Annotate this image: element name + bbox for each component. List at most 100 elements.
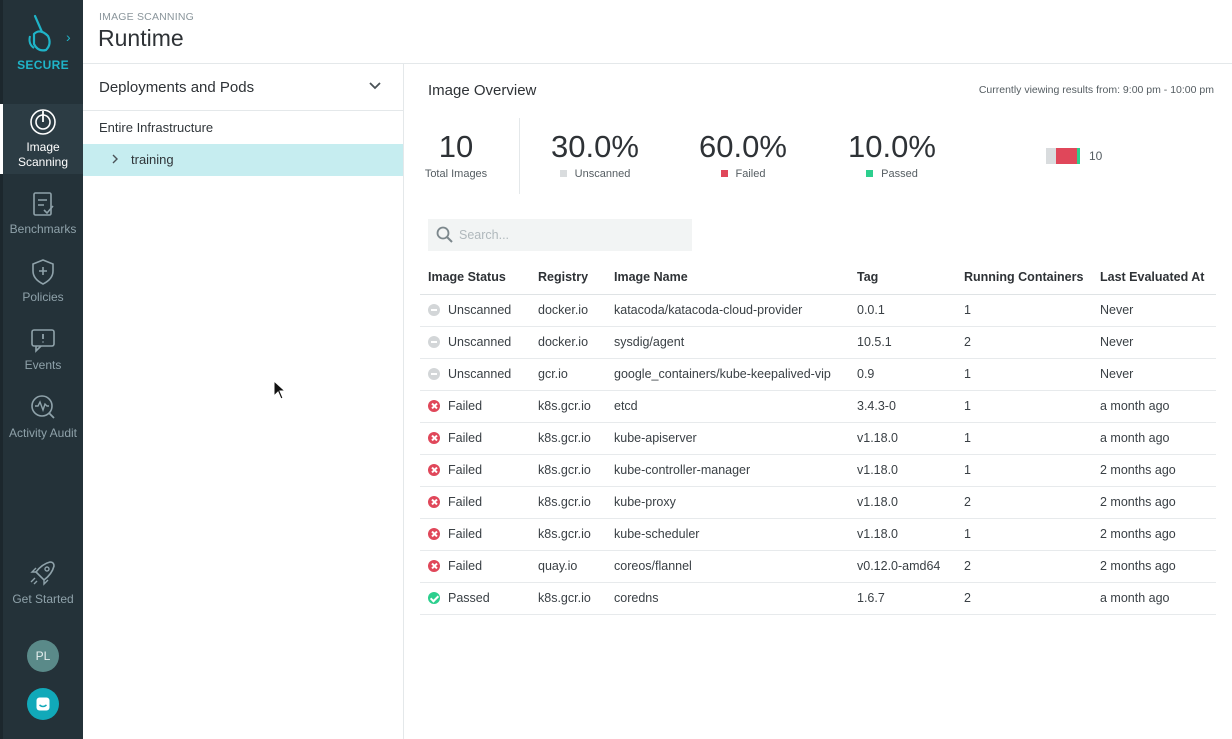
nav-item-benchmarks[interactable]: Benchmarks: [3, 190, 83, 237]
cell-last-evaluated-at: a month ago: [1092, 390, 1216, 423]
column-header-last-evaluated-at[interactable]: Last Evaluated At: [1092, 260, 1216, 295]
cell-registry: k8s.gcr.io: [530, 518, 606, 551]
unscanned-status-icon: [428, 368, 440, 380]
nav-item-activity-audit[interactable]: Activity Audit: [3, 394, 83, 441]
cell-image-status: Passed: [420, 582, 530, 615]
table-row[interactable]: Unscanned docker.io sysdig/agent 10.5.1 2 Nev…: [420, 326, 1216, 359]
cell-tag: v1.18.0: [849, 422, 956, 455]
table-row[interactable]: Failed k8s.gcr.io kube-scheduler v1.18.0 1 2 …: [420, 518, 1216, 551]
column-header-image-status[interactable]: Image Status: [420, 260, 530, 295]
nav-item-label: Activity Audit: [8, 426, 78, 440]
status-label: Unscanned: [448, 335, 512, 349]
nav-item-label: Policies: [22, 290, 64, 304]
cell-image-name[interactable]: kube-controller-manager: [606, 454, 849, 487]
status-label: Failed: [448, 527, 483, 541]
status-label: Failed: [448, 495, 483, 509]
cell-tag: 3.4.3-0: [849, 390, 956, 423]
cell-image-name[interactable]: google_containers/kube-keepalived-vip: [606, 358, 849, 391]
tree-node-label: training: [131, 152, 174, 167]
tree-root-entire-infrastructure[interactable]: Entire Infrastructure: [99, 120, 214, 135]
table-row[interactable]: Unscanned gcr.io google_containers/kube-ke…: [420, 358, 1216, 391]
table-header-row: Image Status Registry Image Name Tag Run…: [420, 260, 1216, 295]
failed-status-icon: [428, 400, 440, 412]
stat-label: Failed: [735, 168, 766, 180]
table-row[interactable]: Failed k8s.gcr.io etcd 3.4.3-0 1 a month ago: [420, 390, 1216, 423]
cell-image-status: Failed: [420, 518, 530, 551]
scope-selector-label: Deployments and Pods: [99, 79, 255, 96]
cell-image-name[interactable]: kube-proxy: [606, 486, 849, 519]
table-row[interactable]: Unscanned docker.io katacoda/katacoda-clou…: [420, 294, 1216, 327]
cell-image-status: Unscanned: [420, 358, 530, 391]
column-header-running-containers[interactable]: Running Containers: [956, 260, 1092, 295]
cell-registry: k8s.gcr.io: [530, 422, 606, 455]
passed-legend-swatch: [866, 170, 874, 177]
cell-image-name[interactable]: kube-scheduler: [606, 518, 849, 551]
nav-item-policies[interactable]: Policies: [3, 258, 83, 305]
cell-running-containers: 1: [956, 294, 1092, 327]
table-row[interactable]: Failed k8s.gcr.io kube-apiserver v1.18.0 1 a …: [420, 422, 1216, 455]
cell-running-containers: 1: [956, 390, 1092, 423]
breadcrumb[interactable]: IMAGE SCANNING: [99, 11, 194, 23]
cell-image-name[interactable]: coredns: [606, 582, 849, 615]
stat-label: Unscanned: [574, 168, 631, 180]
table-row[interactable]: Passed k8s.gcr.io coredns 1.6.7 2 a month ago: [420, 582, 1216, 615]
status-label: Unscanned: [448, 303, 512, 317]
column-header-image-name[interactable]: Image Name: [606, 260, 849, 295]
nav-item-events[interactable]: Events: [3, 326, 83, 373]
cell-image-name[interactable]: sysdig/agent: [606, 326, 849, 359]
benchmarks-icon: [33, 192, 54, 216]
rocket-icon: [30, 561, 55, 586]
cell-image-name[interactable]: coreos/flannel: [606, 550, 849, 583]
nav-item-image-scanning[interactable]: Image Scanning: [0, 104, 83, 174]
failed-status-icon: [428, 432, 440, 444]
stat-label: Passed: [881, 168, 918, 180]
cell-image-status: Unscanned: [420, 294, 530, 327]
search-box[interactable]: [428, 219, 692, 251]
search-input[interactable]: [459, 219, 687, 251]
table-row[interactable]: Failed k8s.gcr.io kube-controller-manager v…: [420, 454, 1216, 487]
chat-icon: [36, 697, 50, 711]
shovel-logo-icon: [28, 14, 51, 52]
table-row[interactable]: Failed quay.io coreos/flannel v0.12.0-amd64…: [420, 550, 1216, 583]
cell-tag: 0.9: [849, 358, 956, 391]
stat-value: 10.0%: [848, 129, 936, 164]
table-row[interactable]: Failed k8s.gcr.io kube-proxy v1.18.0 2 2 mont…: [420, 486, 1216, 519]
column-header-registry[interactable]: Registry: [530, 260, 606, 295]
page-title: Runtime: [98, 25, 184, 51]
chevron-right-icon[interactable]: [111, 153, 119, 165]
cell-last-evaluated-at: 2 months ago: [1092, 518, 1216, 551]
cell-image-name[interactable]: etcd: [606, 390, 849, 423]
cell-last-evaluated-at: Never: [1092, 294, 1216, 327]
cell-image-name[interactable]: katacoda/katacoda-cloud-provider: [606, 294, 849, 327]
stat-unscanned: 30.0% Unscanned: [550, 130, 640, 181]
scope-selector[interactable]: Deployments and Pods: [83, 64, 403, 111]
cell-registry: gcr.io: [530, 358, 606, 391]
cell-running-containers: 1: [956, 422, 1092, 455]
cell-tag: 0.0.1: [849, 294, 956, 327]
cell-running-containers: 1: [956, 518, 1092, 551]
chat-button[interactable]: [27, 688, 59, 720]
tree-node-training[interactable]: training: [83, 144, 403, 176]
cell-image-name[interactable]: kube-apiserver: [606, 422, 849, 455]
unscanned-status-icon: [428, 304, 440, 316]
cell-registry: k8s.gcr.io: [530, 390, 606, 423]
cell-tag: 1.6.7: [849, 582, 956, 615]
image-overview-panel: Image Overview Currently viewing results…: [404, 64, 1232, 739]
failed-status-icon: [428, 496, 440, 508]
nav-item-get-started[interactable]: Get Started: [3, 558, 83, 607]
brand-logo[interactable]: › SECURE: [3, 14, 83, 72]
time-range-text: Currently viewing results from: 9:00 pm …: [978, 84, 1214, 96]
avatar[interactable]: PL: [27, 640, 59, 672]
nav-item-label: Benchmarks: [9, 222, 77, 236]
shield-icon: [32, 259, 54, 285]
failed-status-icon: [428, 560, 440, 572]
nav-item-label: Image Scanning: [17, 140, 69, 169]
chevron-down-icon[interactable]: [369, 82, 381, 90]
column-header-tag[interactable]: Tag: [849, 260, 956, 295]
cell-tag: 10.5.1: [849, 326, 956, 359]
cell-running-containers: 2: [956, 582, 1092, 615]
bar-segment-unscanned: [1046, 148, 1057, 164]
nav-item-label: Events: [24, 358, 62, 372]
page-header: IMAGE SCANNING Runtime: [83, 0, 1232, 64]
nav-item-label: Get Started: [12, 592, 74, 606]
